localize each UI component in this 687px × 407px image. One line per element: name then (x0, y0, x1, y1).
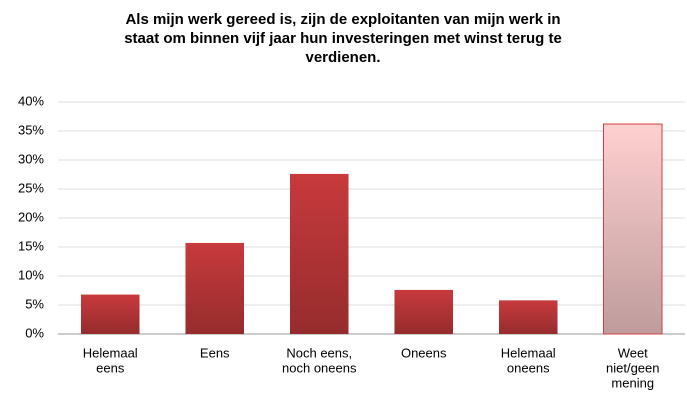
x-tick-label: Noch eens, (286, 345, 352, 360)
bar (394, 289, 454, 334)
chart-title: Als mijn werk gereed is, zijn de exploit… (125, 11, 560, 28)
x-tick-label: Weet (618, 345, 648, 360)
bar (602, 123, 663, 335)
y-tick-label: 35% (18, 122, 44, 137)
y-tick-label: 25% (18, 180, 44, 195)
x-tick-label: noch oneens (282, 360, 357, 375)
chart-title: verdienen. (305, 49, 380, 66)
y-tick-label: 5% (25, 296, 44, 311)
bar (498, 300, 558, 334)
y-tick-label: 15% (18, 238, 44, 253)
x-tick-label: Helemaal (501, 345, 556, 360)
x-tick-label: mening (611, 375, 654, 390)
x-tick-label: Helemaal (83, 345, 138, 360)
y-tick-label: 10% (18, 267, 44, 282)
chart-title: staat om binnen vijf jaar hun investerin… (124, 30, 562, 47)
x-tick-label: oneens (507, 360, 550, 375)
y-tick-label: 30% (18, 151, 44, 166)
bar (185, 242, 245, 334)
bar (80, 294, 140, 334)
x-tick-label: niet/geen (606, 360, 660, 375)
y-tick-label: 0% (25, 325, 44, 340)
x-tick-label: eens (96, 360, 125, 375)
bar (289, 173, 349, 334)
x-tick-label: Eens (200, 345, 230, 360)
y-tick-label: 20% (18, 209, 44, 224)
x-tick-label: Oneens (401, 345, 447, 360)
y-tick-label: 40% (18, 93, 44, 108)
